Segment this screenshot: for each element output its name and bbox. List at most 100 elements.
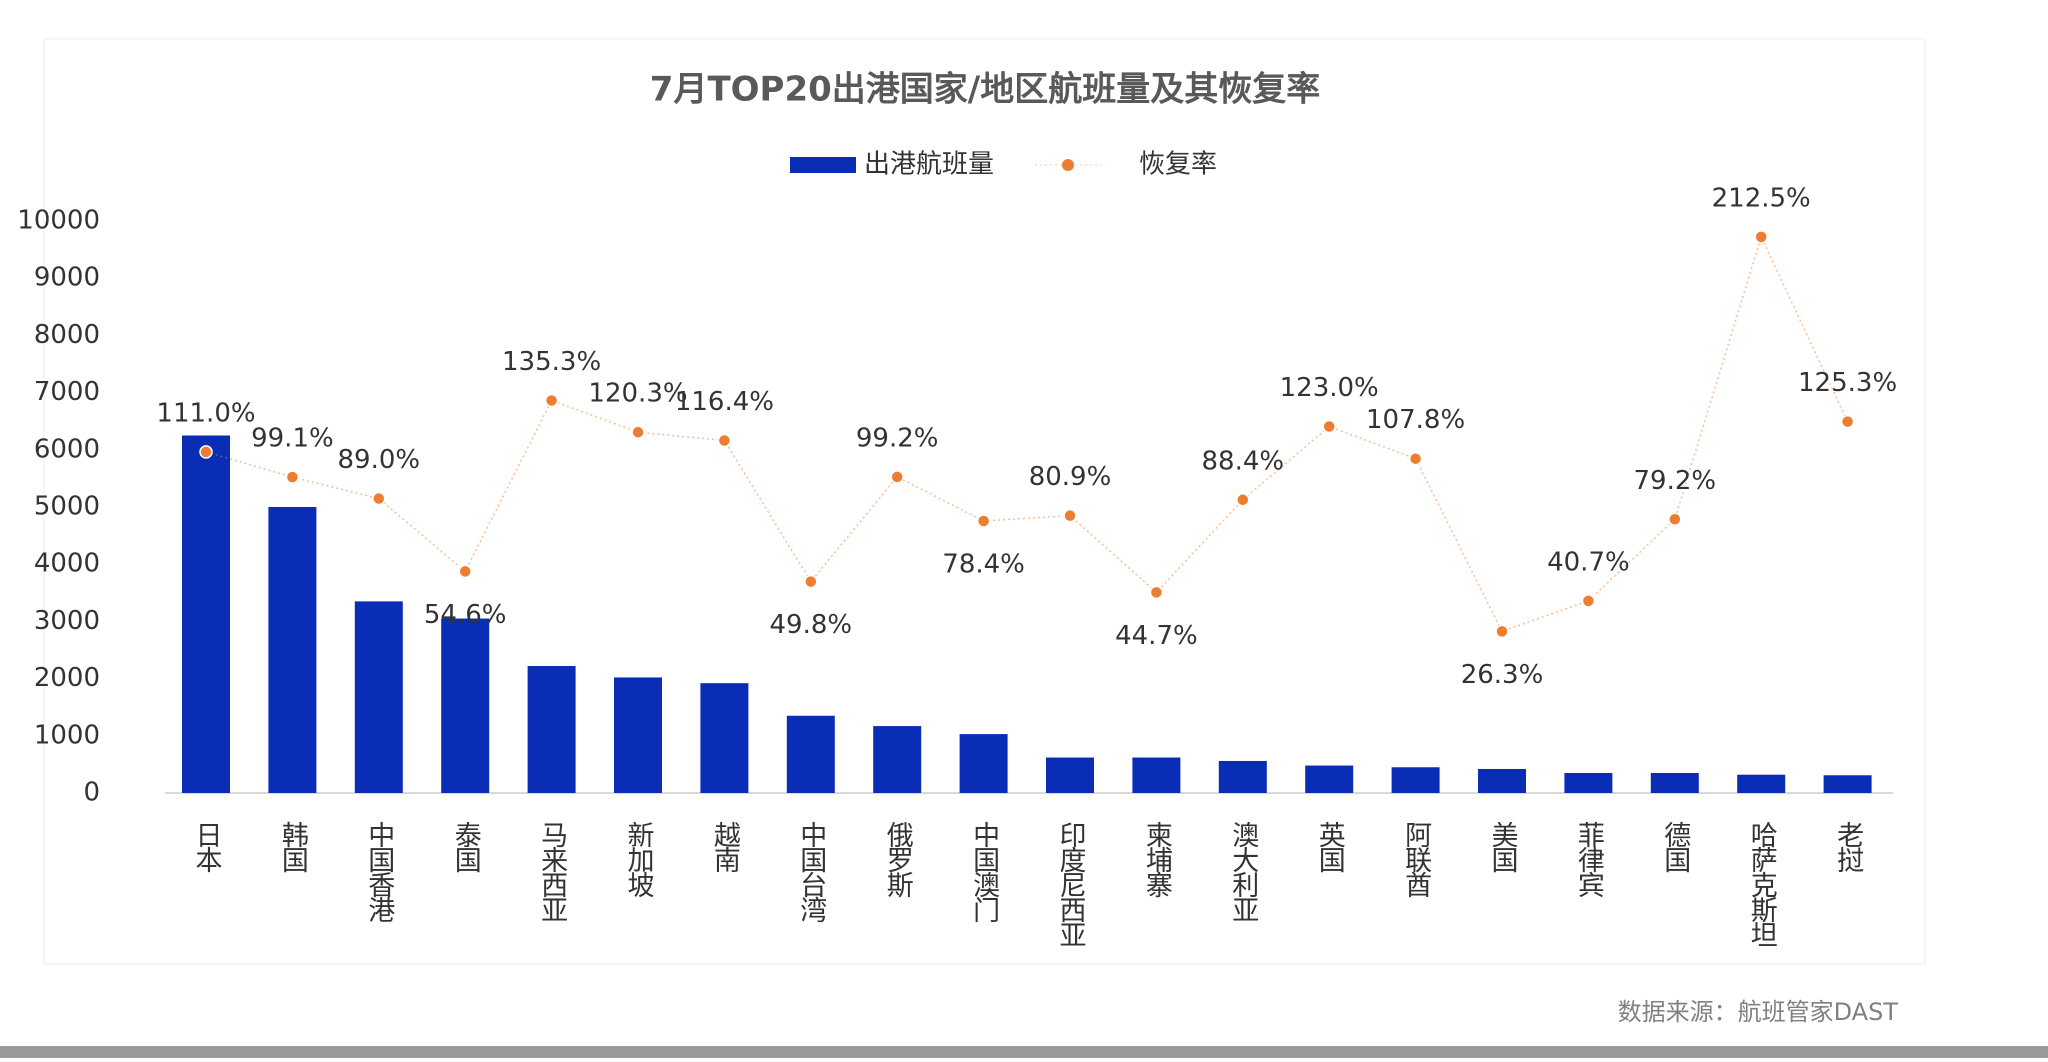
- x-tick-label: 新加坡: [623, 821, 655, 898]
- x-tick-label: 越南: [709, 821, 741, 872]
- data-label: 123.0%: [1280, 373, 1379, 403]
- data-label: 116.4%: [675, 387, 774, 417]
- x-tick-label: 中国澳门: [968, 821, 999, 923]
- data-label: 49.8%: [769, 610, 852, 640]
- data-label: 135.3%: [502, 347, 601, 377]
- bar: [700, 683, 749, 793]
- rate-marker: [1322, 419, 1336, 434]
- rate-marker: [1149, 585, 1164, 600]
- data-label: 26.3%: [1461, 660, 1544, 690]
- rate-marker: [1581, 594, 1596, 608]
- y-tick-label: 7000: [34, 377, 100, 407]
- rate-marker: [1754, 230, 1768, 244]
- bar: [268, 507, 317, 793]
- x-tick-label: 中国台湾: [795, 821, 827, 923]
- bar: [1046, 757, 1094, 793]
- bar: [1650, 772, 1699, 793]
- data-label: 80.9%: [1029, 462, 1112, 492]
- data-label: 99.1%: [251, 424, 334, 454]
- data-label: 44.7%: [1115, 621, 1198, 651]
- y-tick-label: 2000: [34, 663, 100, 693]
- x-tick-label: 柬埔寨: [1141, 821, 1173, 897]
- x-tick-label: 中国香港: [363, 821, 395, 923]
- legend: 出港航班量 恢复率: [790, 150, 1217, 180]
- rate-marker: [1408, 451, 1423, 466]
- rate-marker: [890, 470, 904, 484]
- bar: [1391, 767, 1440, 793]
- data-label: 54.6%: [424, 600, 507, 630]
- y-tick-label: 4000: [34, 549, 100, 579]
- rate-marker: [631, 425, 645, 439]
- x-tick-label: 印度尼西亚: [1055, 821, 1087, 946]
- rate-marker: [1236, 493, 1250, 507]
- bottom-bar: [0, 1046, 2048, 1058]
- rate-marker: [544, 393, 559, 408]
- y-tick-label: 9000: [34, 263, 100, 293]
- x-tick-label: 美国: [1487, 821, 1518, 873]
- y-tick-label: 6000: [34, 434, 100, 464]
- data-label: 99.2%: [856, 423, 939, 453]
- card: [43, 38, 1926, 965]
- x-tick-label: 日本: [191, 821, 223, 873]
- bar: [873, 726, 922, 793]
- bar: [1564, 772, 1613, 793]
- rate-marker: [199, 445, 213, 459]
- bar: [786, 715, 835, 793]
- x-tick-label: 俄罗斯: [882, 821, 914, 898]
- bar: [1218, 760, 1267, 793]
- rate-marker: [285, 470, 300, 484]
- rate-marker: [458, 564, 472, 579]
- y-tick-label: 8000: [34, 320, 100, 350]
- x-tick-label: 阿联酋: [1400, 821, 1431, 898]
- x-tick-label: 老挝: [1832, 821, 1864, 872]
- rate-marker: [976, 514, 991, 528]
- data-label: 79.2%: [1633, 466, 1716, 496]
- rate-marker: [717, 433, 732, 448]
- data-label: 125.3%: [1798, 368, 1897, 398]
- rate-marker: [1495, 624, 1509, 639]
- bar: [1478, 768, 1526, 793]
- x-tick-label: 菲律宾: [1573, 821, 1605, 898]
- chart-title: 7月TOP20出港国家/地区航班量及其恢复率: [650, 70, 1320, 110]
- x-tick-label: 德国: [1659, 821, 1691, 873]
- rate-marker: [804, 574, 818, 589]
- data-label: 120.3%: [588, 379, 687, 409]
- data-label: 212.5%: [1712, 183, 1811, 213]
- rate-marker: [1063, 508, 1077, 523]
- x-tick-label: 澳大利亚: [1227, 821, 1259, 921]
- x-tick-label: 泰国: [450, 821, 481, 873]
- data-label: 107.8%: [1366, 405, 1465, 435]
- bar: [182, 435, 230, 793]
- y-tick-label: 1000: [34, 720, 100, 750]
- bar: [1737, 774, 1786, 793]
- bar: [441, 618, 490, 793]
- rate-marker: [1840, 414, 1855, 429]
- y-tick-label: 5000: [34, 492, 100, 522]
- bar: [1305, 765, 1354, 793]
- y-tick-label: 10000: [17, 206, 100, 236]
- y-tick-label: 0: [83, 778, 100, 808]
- y-tick-label: 3000: [34, 606, 100, 636]
- bar: [614, 677, 662, 793]
- data-label: 78.4%: [942, 549, 1025, 579]
- legend-label: 恢复率: [1139, 150, 1217, 180]
- x-tick-label: 马来西亚: [536, 821, 568, 921]
- x-tick-label: 韩国: [277, 821, 308, 873]
- bar: [1132, 757, 1181, 793]
- legend-swatch: [1062, 159, 1074, 171]
- data-label: 111.0%: [156, 398, 255, 428]
- legend-label: 出港航班量: [864, 150, 994, 180]
- legend-swatch: [790, 157, 856, 173]
- data-label: 89.0%: [337, 445, 420, 475]
- rate-marker: [1668, 512, 1682, 527]
- data-label: 88.4%: [1201, 446, 1284, 476]
- bar: [354, 601, 403, 793]
- bar: [959, 734, 1008, 793]
- bar: [527, 666, 576, 793]
- rate-marker: [372, 491, 386, 506]
- source: 数据来源：航班管家DAST: [1618, 998, 1899, 1026]
- data-label: 40.7%: [1547, 547, 1630, 577]
- bar: [1823, 775, 1872, 793]
- x-tick-label: 哈萨克斯坦: [1746, 821, 1778, 946]
